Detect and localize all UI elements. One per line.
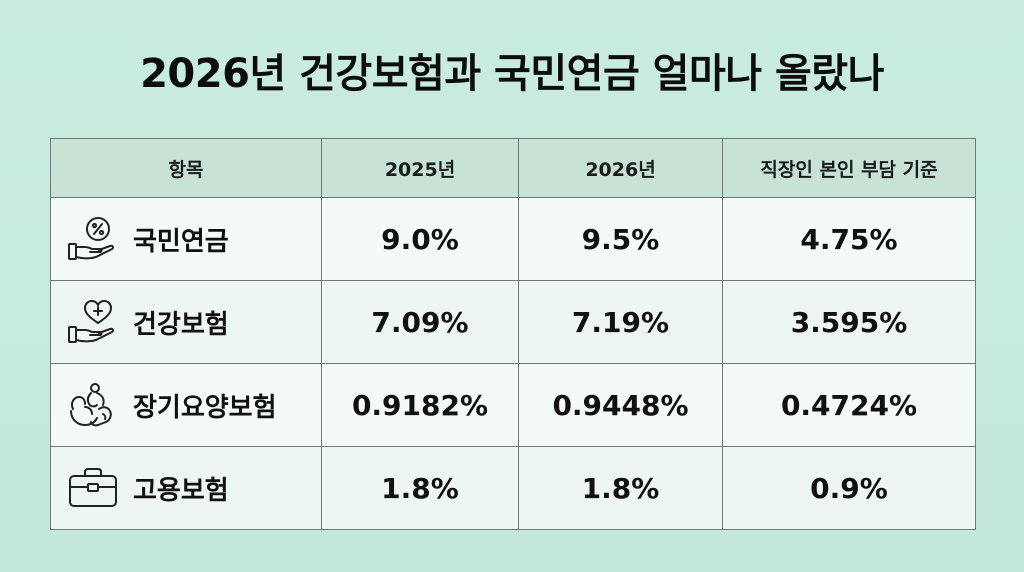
rate-2025: 7.09% — [321, 280, 519, 364]
item-cell: 장기요양보험 — [50, 363, 322, 447]
employee-share: 0.4724% — [722, 363, 976, 447]
table-row: 건강보험 7.09% 7.19% 3.595% — [50, 280, 976, 364]
item-cell: 고용보험 — [50, 446, 322, 530]
header-employee-share: 직장인 본인 부담 기준 — [722, 138, 976, 198]
header-item: 항목 — [50, 138, 322, 198]
rate-2026: 0.9448% — [518, 363, 723, 447]
item-label: 장기요양보험 — [133, 392, 277, 423]
briefcase-icon — [65, 462, 121, 514]
hand-heart-plus-icon — [65, 296, 121, 348]
rate-2026: 9.5% — [518, 197, 723, 281]
item-cell: 국민연금 — [50, 197, 322, 281]
table-row: 고용보험 1.8% 1.8% 0.9% — [50, 446, 976, 530]
table-row: 장기요양보험 0.9182% 0.9448% 0.4724% — [50, 363, 976, 447]
employee-share: 0.9% — [722, 446, 976, 530]
item-label: 국민연금 — [133, 226, 229, 257]
employee-share: 4.75% — [722, 197, 976, 281]
header-2025: 2025년 — [321, 138, 519, 198]
rate-2025: 9.0% — [321, 197, 519, 281]
insurance-rate-table: 항목 2025년 2026년 직장인 본인 부담 기준 — [50, 138, 976, 530]
item-label: 건강보험 — [133, 309, 229, 340]
caregiving-hands-icon — [65, 379, 121, 431]
rate-2025: 0.9182% — [321, 363, 519, 447]
item-label: 고용보험 — [133, 475, 229, 506]
employee-share: 3.595% — [722, 280, 976, 364]
page-title: 2026년 건강보험과 국민연금 얼마나 올랐나 — [140, 51, 884, 97]
rate-2026: 7.19% — [518, 280, 723, 364]
hand-percent-icon — [65, 213, 121, 265]
header-2026: 2026년 — [518, 138, 723, 198]
item-cell: 건강보험 — [50, 280, 322, 364]
rate-2026: 1.8% — [518, 446, 723, 530]
table-header-row: 항목 2025년 2026년 직장인 본인 부담 기준 — [50, 138, 976, 198]
rate-2025: 1.8% — [321, 446, 519, 530]
table-row: 국민연금 9.0% 9.5% 4.75% — [50, 197, 976, 281]
